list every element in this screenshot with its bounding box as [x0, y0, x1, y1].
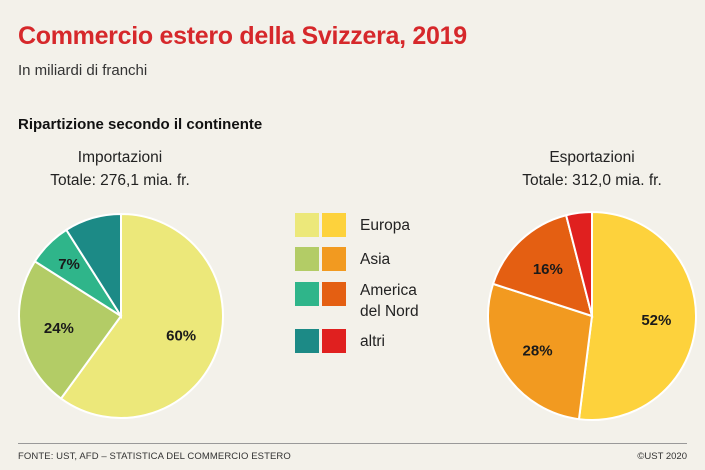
legend-label-altri: altri — [360, 332, 385, 350]
source-note: FONTE: UST, AFD – STATISTICA DEL COMMERC… — [18, 451, 291, 462]
legend-swatch-import-altri — [295, 329, 319, 353]
exports-total: Totale: 312,0 mia. fr. — [522, 172, 662, 189]
legend-item-america: America del Nord — [295, 280, 475, 324]
legend-swatch-import-asia — [295, 247, 319, 271]
imports-pie-chart: 60% 24% 7% — [18, 212, 224, 419]
legend-label-europa: Europa — [360, 216, 410, 234]
exports-slice-altri — [564, 210, 593, 317]
imports-label-america: 7% — [58, 256, 80, 273]
copyright-note: ©UST 2020 — [637, 451, 687, 462]
imports-title: Importazioni — [77, 149, 163, 166]
exports-label-america: 16% — [533, 261, 563, 278]
imports-total: Totale: 276,1 mia. fr. — [50, 172, 190, 189]
legend-swatch-export-altri — [322, 329, 346, 353]
imports-slice-asia — [18, 259, 123, 400]
chart-title: Commercio estero della Svizzera, 2019 — [18, 22, 467, 50]
exports-label-europa: 52% — [641, 312, 671, 329]
section-heading: Ripartizione secondo il continente — [18, 116, 263, 133]
legend-label-america: America del Nord — [360, 282, 419, 320]
legend-item-altri: altri — [295, 328, 475, 354]
imports-slice-altri — [64, 212, 122, 320]
legend-swatch-import-europa — [295, 213, 319, 237]
exports-label-asia: 28% — [523, 343, 553, 360]
chart-subtitle: In miliardi di franchi — [18, 62, 148, 79]
legend-swatch-import-america — [295, 282, 319, 306]
exports-slice-asia — [487, 282, 594, 421]
exports-slice-america — [491, 214, 594, 318]
legend-item-europa: Europa — [295, 212, 475, 238]
legend-swatch-export-america — [322, 282, 346, 306]
exports-slice-europa — [577, 210, 697, 421]
legend-swatch-export-asia — [322, 247, 346, 271]
legend-label-asia: Asia — [360, 250, 391, 268]
legend: Europa Asia America del Nord altri — [295, 212, 475, 354]
exports-title: Esportazioni — [549, 149, 635, 166]
exports-pie-chart: 52% 28% 16% — [487, 210, 697, 421]
imports-label-asia: 24% — [44, 320, 74, 337]
legend-swatch-export-europa — [322, 213, 346, 237]
imports-heading: Importazioni Totale: 276,1 mia. fr. — [20, 146, 220, 192]
exports-heading: Esportazioni Totale: 312,0 mia. fr. — [492, 146, 692, 192]
legend-item-asia: Asia — [295, 246, 475, 272]
imports-slice-europa — [59, 212, 224, 419]
footer-divider — [18, 443, 687, 444]
imports-label-europa: 60% — [166, 328, 196, 345]
